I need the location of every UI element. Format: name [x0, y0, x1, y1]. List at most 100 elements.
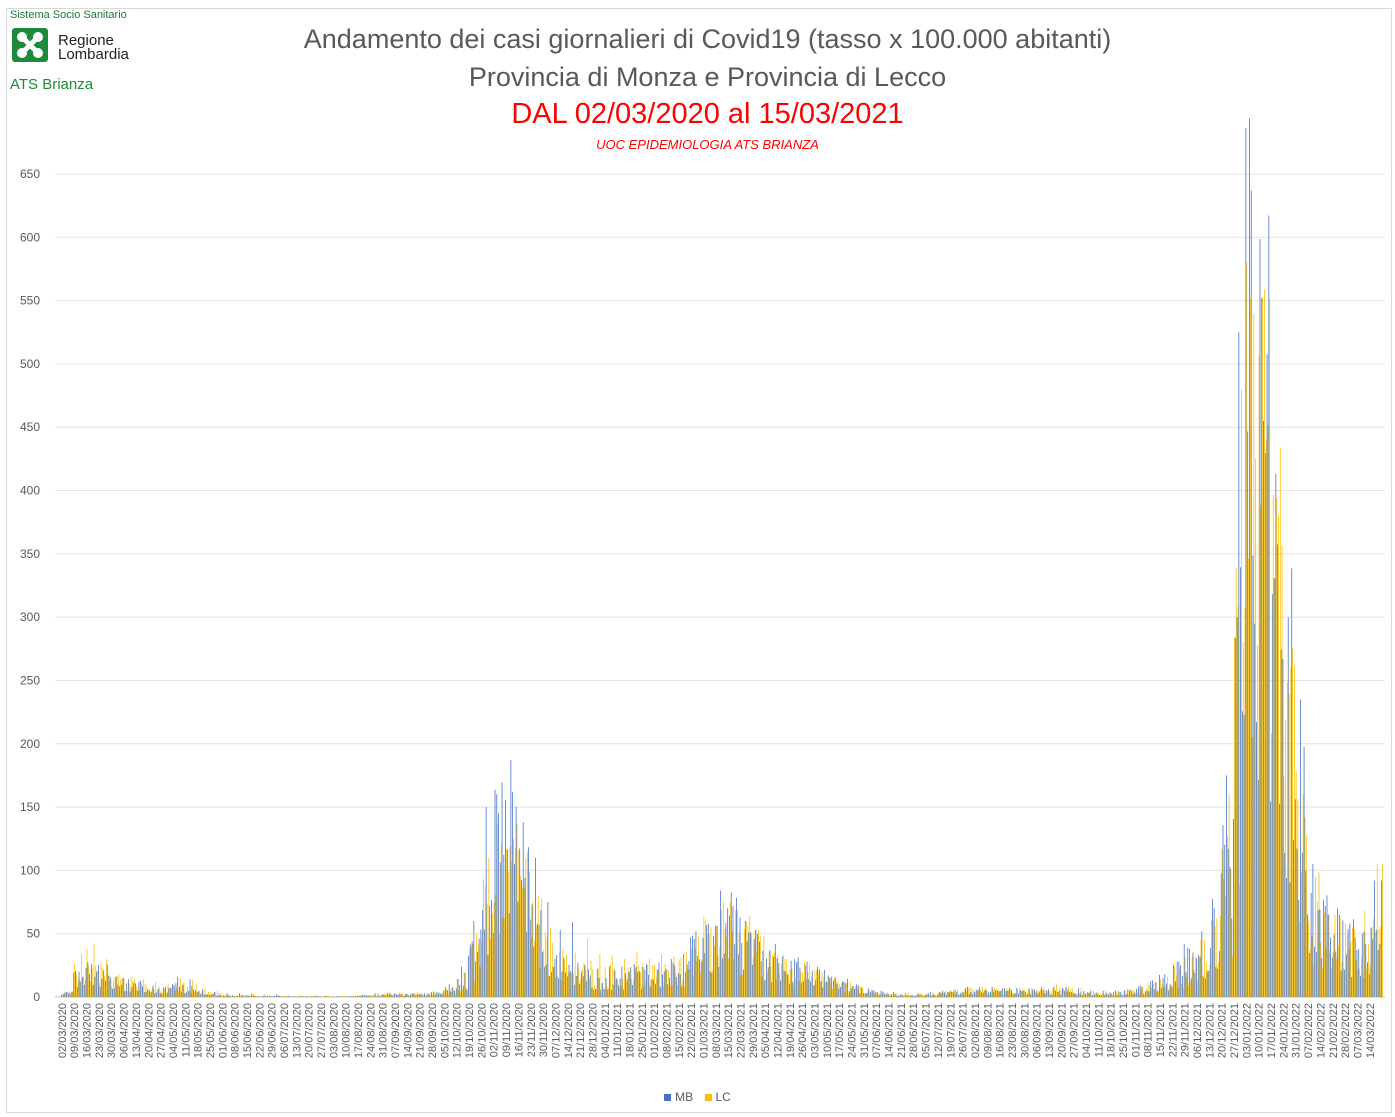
bar-mb-32: [117, 984, 119, 997]
bar-lc-680: [1260, 505, 1262, 997]
bar-lc-282: [558, 952, 560, 997]
bar-mb-364: [702, 937, 704, 997]
x-tick-label: 25/05/2020: [205, 1003, 217, 1058]
bar-lc-244: [491, 913, 493, 997]
bar-lc-699: [1293, 664, 1295, 997]
bar-mb-493: [929, 991, 931, 997]
bar-lc-81: [204, 988, 206, 997]
bar-mb-661: [1226, 775, 1227, 997]
bar-mb-40: [131, 987, 133, 997]
bar-lc-723: [1336, 958, 1338, 997]
bar-mb-102: [240, 995, 242, 997]
bar-mb-660: [1224, 844, 1226, 997]
bar-mb-733: [1353, 919, 1354, 997]
bar-mb-192: [399, 993, 401, 997]
bar-mb-352: [681, 986, 683, 997]
bar-mb-724: [1337, 908, 1338, 997]
bar-mb-567: [1060, 994, 1062, 997]
bar-mb-145: [316, 996, 318, 997]
bar-mb-657: [1219, 950, 1220, 997]
bar-lc-533: [1001, 988, 1003, 997]
x-tick-label: 04/05/2020: [168, 1003, 180, 1058]
x-tick-label: 26/07/2021: [958, 1003, 970, 1058]
bar-mb-668: [1238, 332, 1240, 997]
bar-mb-384: [737, 954, 739, 997]
bar-mb-170: [360, 995, 362, 997]
bar-lc-709: [1311, 936, 1313, 997]
bar-lc-177: [373, 995, 375, 997]
bar-lc-332: [647, 964, 648, 997]
bar-mb-398: [762, 950, 764, 997]
regione-lombardia-icon: [12, 28, 48, 62]
bar-mb-381: [732, 905, 734, 997]
bar-lc-638: [1186, 977, 1188, 997]
bar-mb-75: [193, 989, 194, 997]
bar-mb-371: [714, 925, 716, 997]
bar-lc-544: [1020, 991, 1022, 997]
bar-lc-164: [350, 996, 352, 997]
bar-lc-199: [412, 993, 414, 997]
bar-mb-729: [1345, 954, 1347, 997]
bar-mb-262: [522, 822, 524, 997]
bar-mb-178: [374, 993, 376, 997]
bar-lc-275: [546, 936, 548, 997]
bar-mb-486: [917, 993, 919, 997]
bar-lc-231: [469, 948, 470, 997]
bar-mb-510: [959, 993, 961, 997]
bar-lc-461: [874, 994, 876, 997]
bar-mb-253: [506, 849, 508, 997]
bar-lc-10: [79, 979, 81, 997]
bar-lc-676: [1253, 313, 1255, 997]
bar-mb-135: [298, 996, 300, 997]
bar-lc-250: [502, 917, 504, 997]
bar-mb-91: [221, 996, 223, 997]
bar-lc-561: [1050, 990, 1052, 997]
bar-lc-708: [1309, 949, 1311, 997]
bar-mb-361: [697, 956, 699, 997]
bar-mb-445: [845, 983, 847, 997]
bar-mb-748: [1379, 943, 1381, 997]
bar-lc-188: [393, 994, 395, 997]
bar-mb-638: [1185, 972, 1187, 997]
bar-mb-631: [1173, 964, 1175, 997]
bar-mb-332: [646, 964, 647, 997]
bar-lc-539: [1011, 993, 1013, 997]
bar-mb-296: [582, 976, 584, 997]
bar-lc-735: [1357, 970, 1359, 997]
bar-lc-267: [532, 901, 534, 997]
bar-lc-23: [102, 967, 104, 997]
bar-lc-508: [957, 989, 959, 997]
bar-mb-23: [101, 979, 103, 997]
bar-mb-7: [73, 972, 75, 997]
bar-mb-497: [937, 994, 938, 997]
bar-lc-671: [1244, 607, 1246, 997]
bar-lc-303: [595, 988, 597, 997]
bar-lc-6: [72, 991, 74, 997]
legend-label-lc: LC: [715, 1090, 731, 1104]
x-tick-label: 07/03/2022: [1352, 1003, 1364, 1058]
bar-lc-692: [1281, 545, 1283, 997]
bar-mb-487: [919, 994, 921, 997]
x-tick-label: 09/08/2021: [982, 1003, 994, 1058]
bar-mb-174: [367, 995, 369, 997]
bar-mb-552: [1033, 989, 1035, 997]
bar-mb-517: [972, 994, 974, 997]
bar-lc-552: [1034, 993, 1036, 997]
bar-mb-59: [165, 986, 166, 997]
bar-lc-213: [437, 992, 439, 997]
bar-lc-48: [146, 985, 148, 997]
bar-lc-532: [999, 991, 1001, 997]
bar-lc-20: [97, 971, 98, 997]
bar-lc-445: [846, 983, 848, 997]
bar-mb-435: [827, 975, 829, 997]
bar-mb-612: [1139, 985, 1141, 997]
bar-mb-739: [1363, 931, 1365, 997]
bar-mb-594: [1108, 994, 1109, 997]
bar-lc-547: [1026, 994, 1027, 997]
bar-mb-713: [1317, 910, 1319, 997]
bar-lc-430: [819, 982, 821, 997]
bar-lc-153: [331, 996, 333, 997]
bar-lc-663: [1230, 868, 1232, 997]
bar-mb-436: [829, 978, 831, 997]
bar-mb-650: [1206, 971, 1208, 997]
